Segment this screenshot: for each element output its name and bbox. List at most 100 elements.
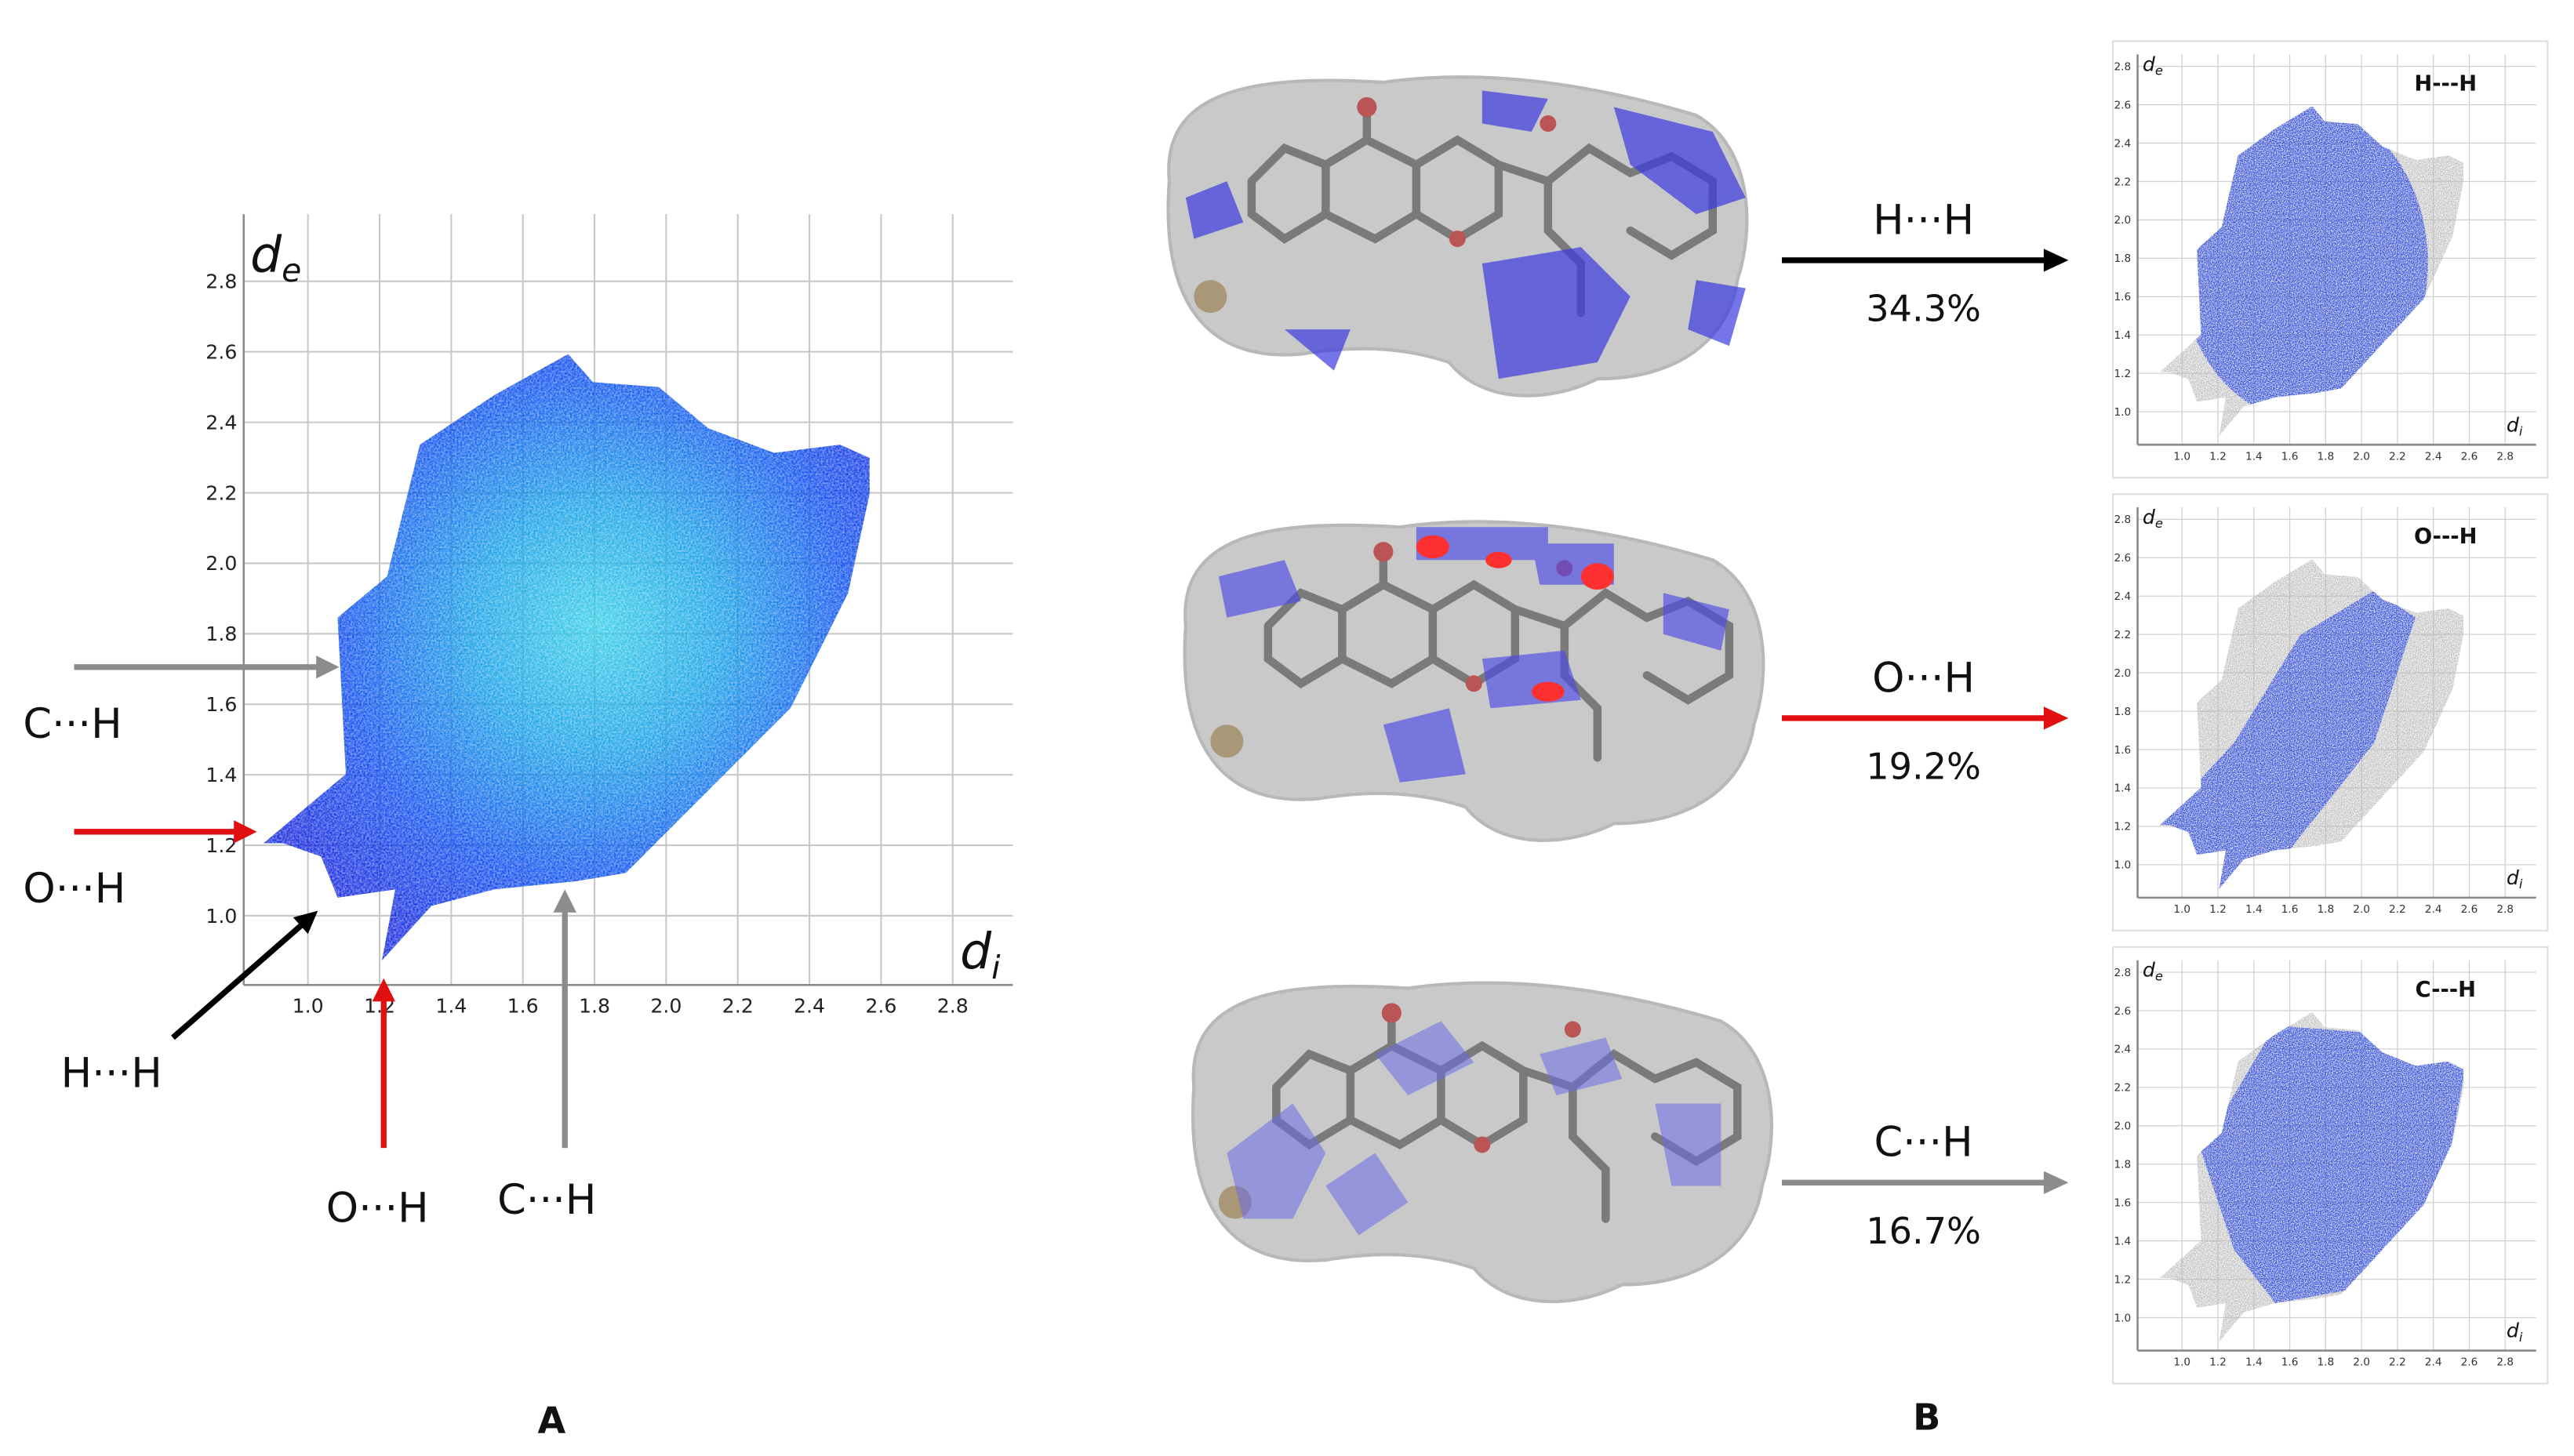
contact-percentage: 19.2% [1866, 746, 1981, 788]
annotations-a [74, 655, 576, 1149]
y-tick-label: 2.4 [2114, 590, 2131, 603]
y-tick-label: 1.4 [205, 764, 237, 786]
arrowhead [2043, 1171, 2069, 1194]
path [1375, 1021, 1474, 1095]
axis-symbol: d [2143, 53, 2156, 75]
x-tick-label: 1.0 [2173, 450, 2190, 463]
y-tick-label: 2.8 [2114, 967, 2131, 979]
y-tick-label: 2.6 [2114, 1005, 2131, 1018]
x-tick-label: 2.8 [2496, 903, 2514, 916]
path [1482, 650, 1581, 709]
path [1655, 1103, 1721, 1186]
x-tick-label: 2.4 [2425, 1356, 2442, 1369]
y-tick-label: 1.4 [2114, 329, 2131, 342]
path [1482, 247, 1631, 379]
x-tick-label: 1.8 [2317, 903, 2334, 916]
x-tick-label: 1.0 [293, 994, 324, 1017]
x-tick-label: 2.6 [2461, 903, 2478, 916]
x-tick-label: 2.8 [2496, 1356, 2514, 1369]
path [1613, 107, 1746, 215]
y-tick-label: 2.4 [2114, 1044, 2131, 1056]
x-tick-label: 1.2 [2209, 450, 2227, 463]
x-tick-label: 2.0 [2353, 450, 2370, 463]
axis-symbol: d [2507, 413, 2520, 436]
x-tick-label: 1.6 [507, 994, 539, 1017]
arrowhead [553, 889, 576, 913]
x-tick-label: 1.0 [2173, 1356, 2190, 1369]
x-tick-label: 1.4 [435, 994, 467, 1017]
axis-label: de [250, 227, 301, 290]
annotation: O···H [326, 1185, 429, 1233]
path [1482, 90, 1548, 133]
x-tick-label: 1.4 [2245, 1356, 2263, 1369]
molecule-surface [1193, 983, 1772, 1302]
y-tick-label: 1.2 [2114, 1273, 2131, 1286]
annotation: C···H [23, 700, 122, 748]
contact-label: H···H [1873, 196, 1974, 244]
g [1227, 1021, 1721, 1236]
y-tick-label: 1.4 [2114, 1235, 2131, 1247]
y-tick-label: 2.0 [2114, 214, 2131, 227]
contact-row: O···H 19.2% 1.0 1.2 1.4 1.6 1.8 2.0 2.2 2.4 2.6 2.8… [1781, 493, 2549, 931]
axis-label: de [2143, 53, 2163, 78]
y-tick-label: 1.8 [2114, 1159, 2131, 1171]
y-tick-label: 2.4 [205, 411, 237, 434]
axis-label: di [2507, 413, 2523, 438]
y-tick-label: 1.2 [2114, 368, 2131, 380]
axis-subscript: e [2155, 63, 2163, 78]
x-tick-label: 2.6 [865, 994, 896, 1017]
axis-subscript: i [2519, 877, 2523, 891]
contact-label: O···H [1872, 654, 1975, 702]
path [1540, 1037, 1623, 1095]
panel-a: 1.0 1.2 1.4 1.6 1.8 2.0 2.2 2.4 2.6 2.81.01.21.41… [205, 214, 1013, 1017]
y-tick-label: 1.0 [2114, 1312, 2131, 1324]
x-tick-label: 1.8 [579, 994, 610, 1017]
axis-subscript: e [2155, 516, 2163, 531]
contact-percentage: 34.3% [1866, 288, 1981, 330]
path [1663, 593, 1729, 651]
x-tick-label: 2.6 [2461, 450, 2478, 463]
y-tick-label: 1.0 [2114, 859, 2131, 872]
ellipse [1416, 535, 1449, 559]
path [1284, 329, 1351, 371]
path [1325, 1153, 1409, 1236]
x-tick-label: 1.6 [2281, 1356, 2299, 1369]
y-tick-label: 2.6 [2114, 99, 2131, 111]
axis-label: di [2507, 866, 2523, 891]
x-tick-label: 1.2 [2209, 903, 2227, 916]
molecule-surface [1169, 77, 1747, 395]
contact-percentage: 16.7% [1866, 1210, 1981, 1252]
x-tick-label: 2.2 [2389, 1356, 2406, 1369]
x-tick-label: 1.2 [2209, 1356, 2227, 1369]
y-tick-label: 2.2 [2114, 1082, 2131, 1095]
small-plot: 1.0 1.2 1.4 1.6 1.8 2.0 2.2 2.4 2.6 2.8 1.0 1.2 1.4 1… [2112, 946, 2549, 1385]
x-tick-label: 1.8 [2317, 450, 2334, 463]
axis-symbol: d [960, 923, 992, 980]
y-tick-label: 1.8 [205, 623, 237, 645]
axis-symbol: d [2507, 866, 2520, 889]
path [1688, 280, 1746, 347]
y-tick-label: 1.6 [2114, 744, 2131, 757]
y-tick-label: 1.2 [205, 834, 237, 857]
x-tick-label: 2.8 [937, 994, 969, 1017]
g [1416, 535, 1614, 702]
path [1227, 1103, 1326, 1219]
annotation: C···H [497, 1176, 596, 1224]
ellipse [1531, 681, 1565, 702]
axis-subscript: i [2519, 1330, 2523, 1345]
y-tick-label: 2.2 [2114, 629, 2131, 641]
x-tick-label: 2.4 [794, 994, 825, 1017]
y-tick-label: 2.0 [2114, 667, 2131, 680]
axis-subscript: e [2155, 969, 2163, 984]
molecules [1169, 77, 1772, 1302]
axis-symbol: d [2507, 1320, 2520, 1342]
axis-symbol: d [2143, 506, 2156, 528]
x-tick-label: 2.4 [2425, 903, 2442, 916]
x-tick-label: 2.6 [2461, 1356, 2478, 1369]
y-tick-label: 1.2 [2114, 821, 2131, 833]
x-tick-label: 1.6 [2281, 450, 2299, 463]
panel-label: A [538, 1400, 566, 1442]
y-tick-label: 2.6 [2114, 552, 2131, 565]
y-tick-label: 2.0 [2114, 1120, 2131, 1133]
